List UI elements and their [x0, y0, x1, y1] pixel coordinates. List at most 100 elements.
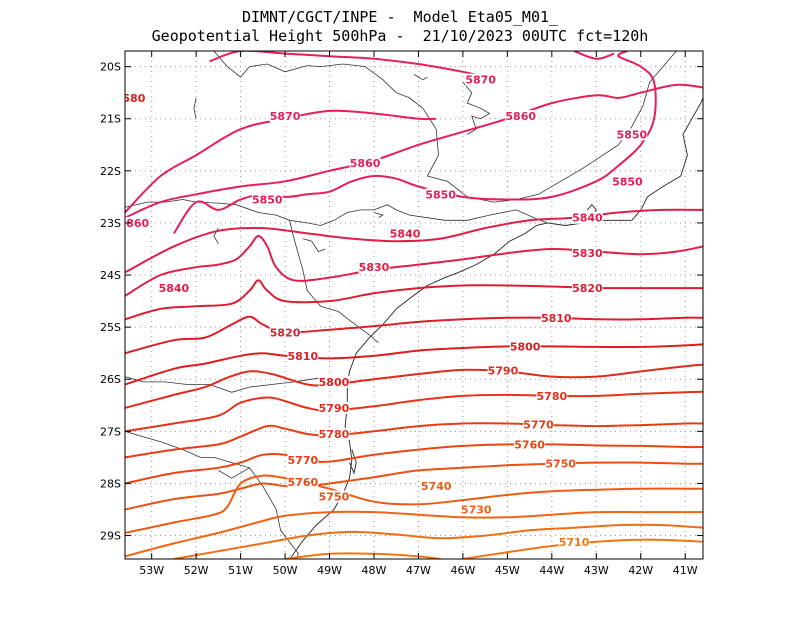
contour-label: 5830 — [359, 261, 390, 274]
state-border — [125, 376, 343, 393]
contour-label-bg — [269, 110, 301, 123]
state-border — [125, 430, 299, 559]
contour-label: 5780 — [537, 390, 568, 403]
contour-label-bg — [420, 480, 452, 493]
contour-label-bg — [514, 438, 545, 451]
contour-line-5790 — [125, 363, 703, 409]
contour-label: 5730 — [461, 504, 492, 517]
contour-label: 5850 — [252, 193, 283, 206]
contour-line-5710 — [284, 552, 441, 559]
state-border — [289, 220, 379, 344]
lon-tick-label: 45W — [495, 564, 520, 577]
contour-label: 5760 — [514, 438, 545, 451]
axis-ticks: 53W 52W 51W 50W 49W 48W 47W 46W 45W 44W 43W 42W 41W 2… — [100, 51, 703, 577]
coastline — [289, 222, 548, 559]
contour-label: 5810 — [288, 350, 319, 363]
contour-label: 5840 — [572, 212, 603, 225]
contour-label: 5810 — [541, 312, 572, 325]
state-border — [213, 51, 677, 203]
contour-label-bg — [125, 216, 150, 229]
contour-label-bg — [460, 503, 492, 516]
lat-tick-label: 27S — [100, 425, 121, 438]
contour-label-bg — [389, 227, 421, 240]
contour-label: 5800 — [510, 340, 541, 353]
contour-label-bg — [349, 157, 381, 170]
contour-label-bg — [572, 211, 603, 224]
contour-line-5730 — [125, 510, 703, 558]
contour-label-bg — [505, 110, 537, 123]
lon-tick-label: 43W — [584, 564, 609, 577]
lat-tick-label: 22S — [100, 165, 121, 178]
lon-tick-label: 47W — [406, 564, 431, 577]
contour-line-5720 — [173, 523, 703, 559]
contour-label: 5870 — [270, 110, 301, 123]
inland-water — [462, 82, 491, 135]
contour-label: 5800 — [319, 376, 350, 389]
contour-line-5740 — [125, 474, 703, 534]
contour-label: 5850 — [617, 128, 648, 141]
map-frame — [124, 50, 704, 560]
contour-label: 5750 — [319, 490, 350, 503]
contour-line-5710 — [462, 538, 703, 559]
height-contours — [125, 51, 703, 559]
lat-tick-label: 29S — [100, 530, 121, 543]
contour-label-bg — [318, 490, 350, 503]
coastline — [349, 449, 357, 475]
contour-line-5870 — [209, 51, 486, 79]
contour-label-bg — [318, 401, 350, 414]
lon-tick-label: 51W — [228, 564, 253, 577]
contour-label: 5840 — [159, 282, 190, 295]
contour-label-bg — [572, 282, 603, 295]
contour-label: 5840 — [390, 227, 421, 240]
contour-label-bg — [545, 457, 577, 470]
contour-line-5850 — [173, 51, 657, 234]
lat-tick-label: 24S — [100, 269, 121, 282]
contour-label-bg — [287, 475, 319, 488]
contour-label: 5850 — [612, 175, 643, 188]
contour-label: 5860 — [119, 217, 150, 230]
contour-label: 5740 — [421, 480, 452, 493]
lon-tick-label: 50W — [273, 564, 298, 577]
contour-label-bg — [558, 535, 590, 548]
contour-line-5780 — [125, 390, 703, 433]
lon-tick-label: 41W — [673, 564, 698, 577]
contour-line-5820 — [125, 279, 703, 321]
lat-tick-label: 26S — [100, 373, 121, 386]
contour-label-bg — [318, 427, 350, 440]
inland-water — [302, 238, 326, 253]
contour-label-bg — [612, 175, 643, 188]
contour-label-bg — [158, 282, 190, 295]
contour-label: 5780 — [319, 428, 350, 441]
contour-label-bg — [318, 375, 350, 388]
contour-line-5840 — [125, 208, 703, 274]
contour-line-5760 — [125, 443, 703, 485]
map-title-line-1: DIMNT/CGCT/INPE - Model Eta05_M01_ — [241, 8, 559, 26]
contour-label-bg — [287, 454, 319, 467]
coastline — [547, 97, 703, 226]
contour-line-5810 — [125, 315, 703, 355]
contour-label-bg — [487, 364, 519, 377]
contour-label-bg — [616, 128, 648, 141]
contour-line-5860 — [125, 83, 703, 219]
contour-line-5830 — [125, 235, 703, 297]
lon-tick-label: 48W — [362, 564, 387, 577]
lon-tick-label: 42W — [628, 564, 653, 577]
contour-label: 5850 — [425, 188, 456, 201]
lon-tick-label: 53W — [139, 564, 164, 577]
contour-label: 5790 — [319, 402, 350, 415]
contour-label: 5820 — [270, 326, 301, 339]
contour-label-bg — [523, 418, 554, 431]
contour-label-bg — [540, 311, 572, 324]
lon-tick-label: 46W — [450, 564, 475, 577]
lat-tick-label: 20S — [100, 61, 121, 74]
contour-label-bg — [287, 349, 319, 362]
contour-label: 5870 — [465, 74, 496, 87]
contour-label: 5770 — [288, 454, 319, 467]
lon-tick-label: 49W — [317, 564, 342, 577]
contour-label-bg — [572, 247, 603, 260]
lat-tick-label: 25S — [100, 321, 121, 334]
contour-label: 5860 — [505, 110, 536, 123]
lon-tick-label: 44W — [539, 564, 564, 577]
contour-label: 5830 — [572, 247, 603, 260]
